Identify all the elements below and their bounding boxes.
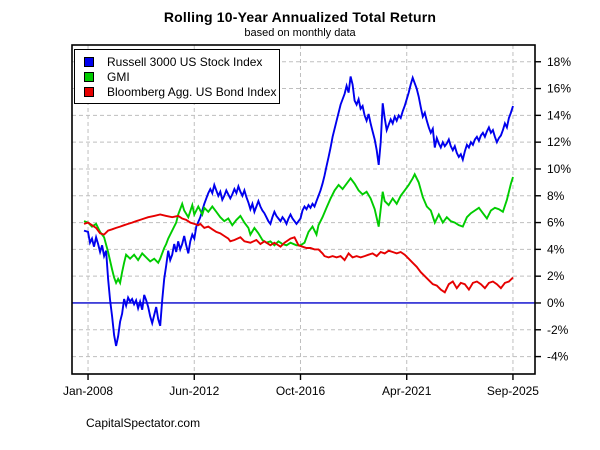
x-tick-label: Oct-2016 — [276, 384, 326, 398]
series-line-bloomberg-agg — [83, 213, 514, 294]
y-tick-label: 16% — [547, 82, 571, 96]
x-tick-label: Jun-2012 — [169, 384, 219, 398]
legend-item-bloomberg-agg: Bloomberg Agg. US Bond Index — [75, 84, 279, 99]
credit-text: CapitalSpectator.com — [86, 416, 201, 430]
y-tick-label: 4% — [547, 242, 565, 256]
y-tick-label: 10% — [547, 162, 571, 176]
y-tick-label: 0% — [547, 296, 565, 310]
y-tick-label: 12% — [547, 135, 571, 149]
legend: Russell 3000 US Stock Index GMI Bloomberg … — [74, 49, 280, 104]
legend-swatch-bloomberg-agg — [84, 86, 94, 97]
legend-label: Bloomberg Agg. US Bond Index — [107, 84, 277, 99]
y-tick-label: 2% — [547, 269, 565, 283]
axis-labels: Jan-2008 Jun-2012 Oct-2016 Apr-2021 Sep-2025… — [63, 55, 571, 398]
chart-title: Rolling 10-Year Annualized Total Return — [163, 9, 437, 25]
legend-label: Russell 3000 US Stock Index — [107, 54, 263, 69]
gridlines — [72, 45, 535, 374]
series-line-russell-3000 — [83, 74, 514, 347]
y-tick-label: -4% — [547, 350, 569, 364]
legend-swatch-gmi — [84, 71, 94, 82]
legend-label: GMI — [107, 69, 130, 84]
y-tick-label: 6% — [547, 216, 565, 230]
legend-item-russell-3000: Russell 3000 US Stock Index — [75, 54, 279, 69]
y-tick-label: 14% — [547, 108, 571, 122]
x-tick-label: Jan-2008 — [63, 384, 113, 398]
x-tick-label: Sep-2025 — [487, 384, 539, 398]
plot-border — [71, 44, 536, 375]
y-tick-label: -2% — [547, 323, 569, 337]
legend-item-gmi: GMI — [75, 69, 279, 84]
legend-swatch-russell-3000 — [84, 56, 94, 67]
chart-subtitle: based on monthly data — [244, 27, 356, 39]
axis-ticks — [87, 61, 541, 380]
y-tick-label: 18% — [547, 55, 571, 69]
series-line-gmi — [83, 172, 514, 286]
y-tick-label: 8% — [547, 189, 565, 203]
x-tick-label: Apr-2021 — [382, 384, 432, 398]
